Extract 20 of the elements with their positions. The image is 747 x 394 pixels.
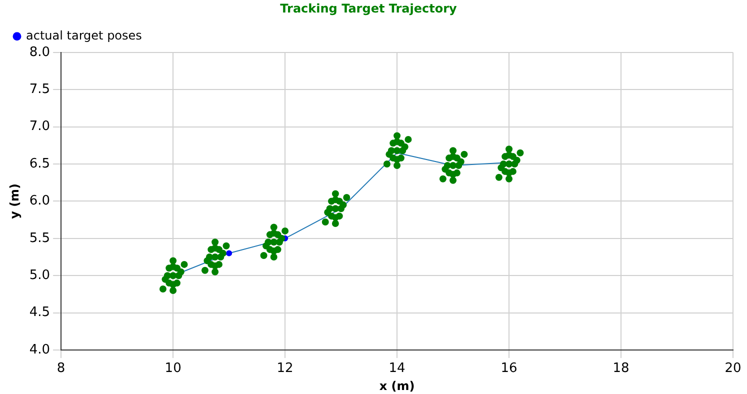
x-tick-label: 10 — [164, 361, 182, 376]
y-tick-label: 4.5 — [29, 305, 50, 320]
y-tick-label: 7.5 — [29, 82, 50, 97]
y-tick-label: 5.0 — [29, 268, 50, 283]
y-tick-label: 5.5 — [29, 230, 50, 246]
x-tick-label: 16 — [500, 361, 518, 376]
chart-title: Tracking Target Trajectory — [280, 1, 458, 16]
y-tick-label: 6.0 — [29, 194, 50, 209]
x-tick-label: 18 — [612, 361, 630, 376]
y-tick-label: 4.0 — [29, 342, 50, 358]
x-axis-title: x (m) — [379, 378, 415, 393]
y-tick-label: 6.5 — [29, 156, 50, 172]
y-tick-label: 7.0 — [29, 119, 50, 134]
legend-label: actual target poses — [26, 28, 142, 43]
y-tick-label: 8.0 — [29, 44, 50, 60]
x-tick-label: 8 — [56, 361, 66, 376]
x-tick-label: 20 — [724, 361, 742, 376]
y-axis-title: y (m) — [7, 183, 22, 219]
x-tick-label: 14 — [388, 361, 406, 376]
x-tick-label: 12 — [276, 361, 294, 376]
